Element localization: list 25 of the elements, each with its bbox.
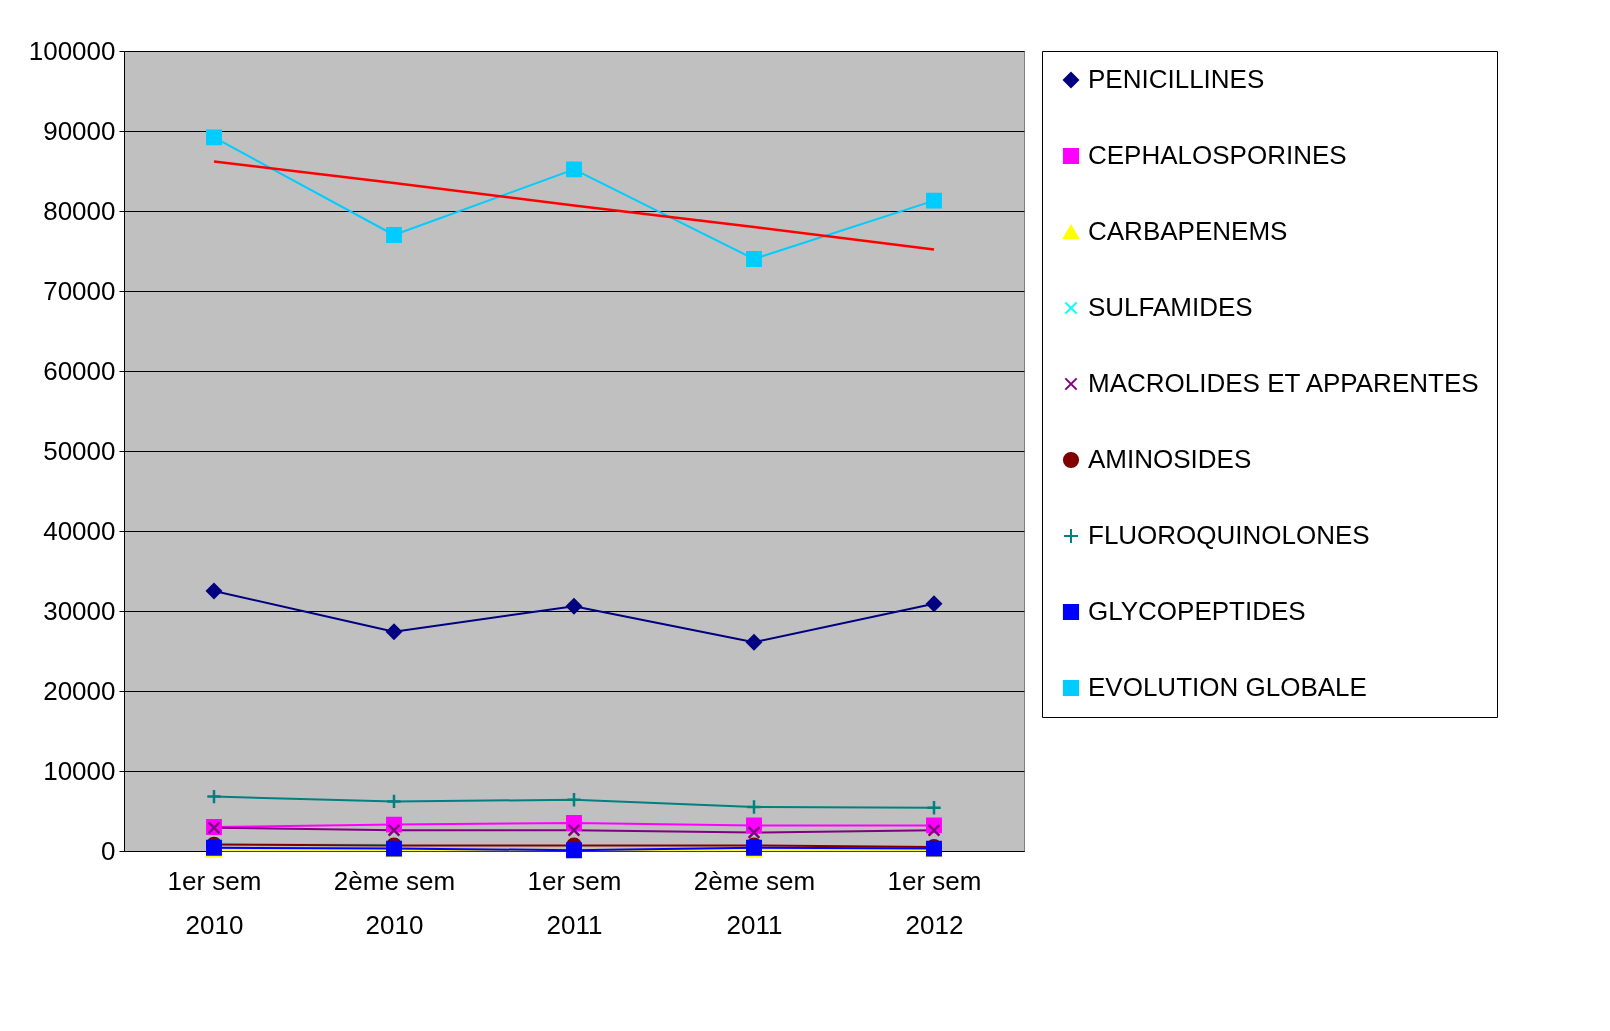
y-tick-label: 50000 [43, 435, 116, 466]
y-tick-label: 10000 [43, 755, 116, 786]
y-tick-label: 60000 [43, 355, 116, 386]
y-tick-label: 70000 [43, 275, 116, 306]
x-tick-label: 2ème sem 2011 [693, 865, 816, 940]
y-tick-label: 40000 [43, 515, 116, 546]
legend-label: PENICILLINES [1088, 64, 1265, 94]
y-tick-label: 90000 [43, 115, 116, 146]
y-tick-label: 20000 [43, 675, 116, 706]
x-tick-label: 1er sem 2011 [527, 865, 622, 940]
y-tick-label: 30000 [43, 595, 116, 626]
legend-label: AMINOSIDES [1088, 444, 1252, 474]
legend-label: EVOLUTION GLOBALE [1088, 672, 1367, 702]
legend-label: CARBAPENEMS [1088, 216, 1288, 246]
legend-label: CEPHALOSPORINES [1088, 140, 1347, 170]
x-tick-label: 1er sem 2012 [887, 865, 982, 940]
y-tick-label: 80000 [43, 195, 116, 226]
y-tick-label: 100000 [28, 35, 116, 66]
legend-label: FLUOROQUINOLONES [1088, 520, 1370, 550]
x-tick-label: 1er sem 2010 [167, 865, 262, 940]
legend-label: GLYCOPEPTIDES [1088, 596, 1306, 626]
y-tick-label: 0 [101, 835, 116, 866]
legend-label: MACROLIDES ET APPARENTES [1088, 368, 1479, 398]
x-tick-label: 2ème sem 2010 [333, 865, 456, 940]
legend-label: SULFAMIDES [1088, 292, 1253, 322]
